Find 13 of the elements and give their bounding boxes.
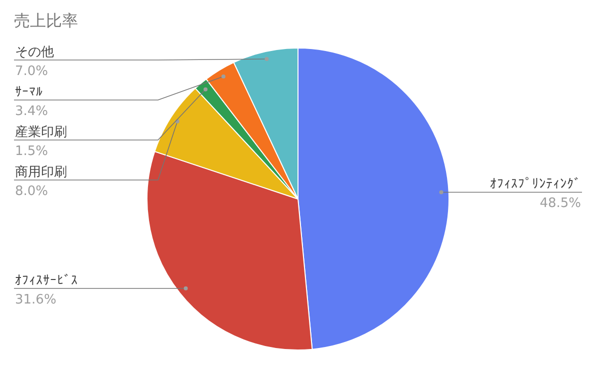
data-label: 3.4% (15, 104, 48, 119)
slice-label: ｵﾌｨｽﾌﾟﾘﾝﾃｨﾝｸﾞ (490, 177, 581, 192)
slice-label: 産業印刷 (15, 124, 67, 140)
slice-label: その他 (15, 45, 54, 60)
data-label: 7.0% (15, 64, 48, 79)
data-label: 8.0% (15, 184, 48, 199)
slice-label: 商用印刷 (15, 165, 67, 180)
data-label: 48.5% (540, 196, 581, 212)
slice-label: ｵﾌｨｽｻｰﾋﾞｽ (15, 273, 78, 288)
slice-label: ｻｰﾏﾙ (15, 85, 43, 100)
data-label: 1.5% (15, 144, 48, 159)
data-label: 31.6% (15, 292, 56, 308)
chart-title: 売上比率 (14, 11, 78, 30)
